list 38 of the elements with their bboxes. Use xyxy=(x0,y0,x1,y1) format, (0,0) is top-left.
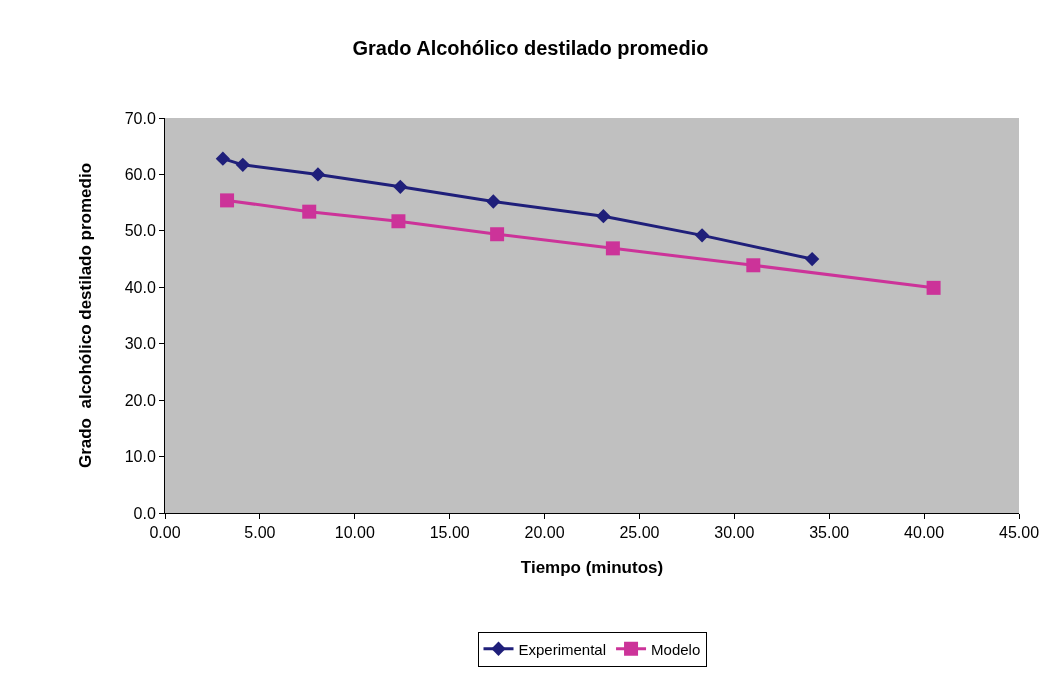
legend-label: Experimental xyxy=(518,640,607,658)
point xyxy=(694,228,710,243)
x-tick-label: 15.00 xyxy=(429,524,470,542)
point xyxy=(804,251,820,267)
y-tick-label: 70.0 xyxy=(124,109,156,127)
point xyxy=(215,151,231,166)
point xyxy=(926,280,941,295)
y-tick-label: 40.0 xyxy=(124,278,156,296)
y-tick-label: 50.0 xyxy=(124,222,156,240)
x-tick-label: 20.00 xyxy=(524,524,565,542)
point xyxy=(391,214,406,229)
point xyxy=(605,241,620,256)
x-tick-label: 40.00 xyxy=(904,524,945,542)
y-tick-label: 10.0 xyxy=(124,448,156,466)
x-tick-label: 0.00 xyxy=(149,524,181,542)
x-tick-label: 45.00 xyxy=(998,524,1040,542)
x-tick-label: 10.00 xyxy=(334,524,375,542)
x-tick-label: 25.00 xyxy=(619,524,660,542)
y-axis-title: Grado alcohólico destilado promedio xyxy=(76,162,96,469)
point xyxy=(235,157,250,172)
point xyxy=(310,167,326,182)
x-axis-title: Tiempo (minutos) xyxy=(520,557,664,577)
legend-label: Modelo xyxy=(651,640,701,658)
point xyxy=(220,193,235,208)
point xyxy=(490,227,505,242)
y-tick-label: 0.0 xyxy=(133,504,156,522)
point xyxy=(393,179,408,194)
x-tick-label: 30.00 xyxy=(714,524,755,542)
point xyxy=(596,209,611,224)
y-tick-label: 60.0 xyxy=(124,166,156,184)
chart-title: Grado Alcohólico destilado promedio xyxy=(352,36,709,59)
point xyxy=(486,194,501,209)
y-tick-label: 30.0 xyxy=(124,335,156,353)
y-tick-label: 20.0 xyxy=(124,391,156,409)
x-tick-label: 35.00 xyxy=(809,524,850,542)
point xyxy=(746,258,761,273)
point xyxy=(302,204,317,219)
x-tick-label: 5.00 xyxy=(244,524,276,542)
